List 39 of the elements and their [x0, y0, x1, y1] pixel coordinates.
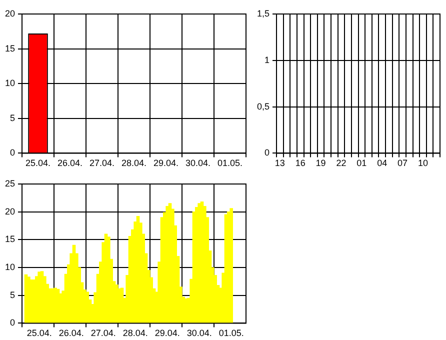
y-tick-label: 5: [10, 112, 16, 123]
x-tick-label: 01.05.: [217, 158, 243, 168]
y-tick-label: 0: [10, 148, 16, 158]
y-tick-label: 10: [4, 78, 16, 88]
x-tick-label: 13: [274, 158, 285, 168]
bar: [86, 292, 90, 324]
x-tick-label: 01: [356, 158, 367, 168]
x-tick-label: 30.04.: [185, 158, 211, 168]
y-tick-label: 0,5: [256, 101, 270, 112]
x-tick-label: 22: [336, 158, 346, 168]
y-tick-label: 1,5: [256, 8, 270, 18]
y-tick-label: 5: [10, 290, 16, 300]
x-tick-label: 04: [377, 158, 388, 168]
y-tick-label: 25: [4, 178, 16, 188]
x-tick-label: 30.04.: [186, 328, 212, 338]
x-tick-label: 01.05.: [218, 328, 244, 338]
y-tick-label: 15: [4, 234, 16, 244]
x-tick-label: 10: [418, 158, 428, 168]
bar: [230, 208, 233, 324]
y-tick-label: 15: [4, 43, 16, 54]
x-tick-label: 26.04.: [57, 158, 83, 168]
x-tick-label: 07: [398, 158, 408, 168]
x-tick-label: 16: [295, 158, 306, 168]
y-tick-label: 1: [264, 54, 270, 65]
x-tick-label: 27.04.: [89, 158, 115, 168]
y-tick-label: 20: [4, 8, 16, 18]
x-tick-label: 29.04.: [153, 158, 179, 168]
x-tick-label: 27.04.: [90, 328, 116, 338]
y-tick-label: 10: [4, 262, 16, 272]
x-tick-label: 28.04.: [121, 158, 147, 168]
x-tick-label: 25.04.: [26, 328, 52, 338]
y-tick-label: 20: [4, 206, 16, 216]
x-tick-label: 28.04.: [122, 328, 148, 338]
y-tick-label: 0: [10, 318, 16, 328]
x-tick-label: 26.04.: [58, 328, 84, 338]
x-tick-label: 25.04.: [25, 158, 51, 168]
x-tick-label: 29.04.: [154, 328, 180, 338]
x-tick-label: 19: [316, 158, 326, 168]
y-tick-label: 0: [264, 148, 270, 158]
